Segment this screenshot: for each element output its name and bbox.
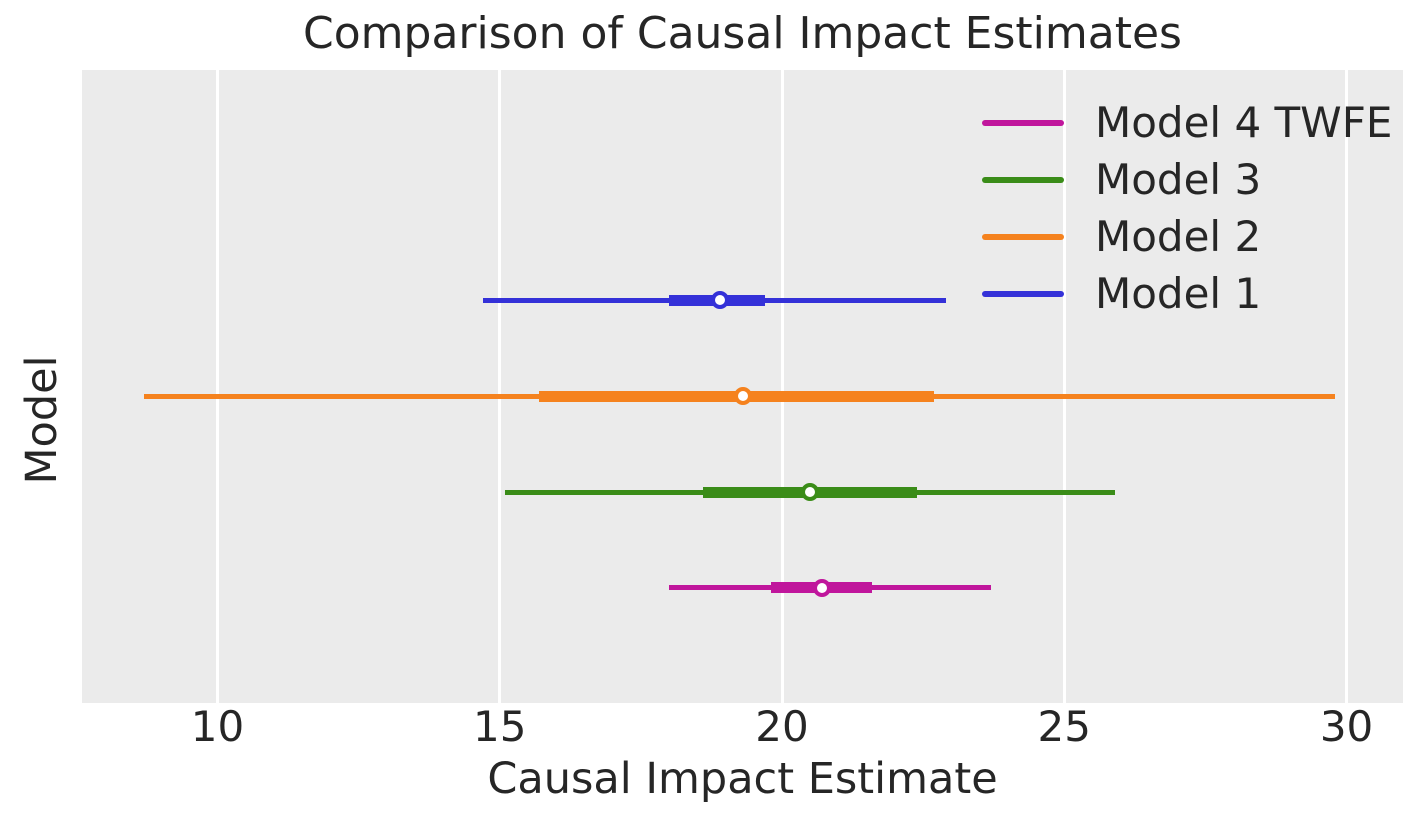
point-estimate-marker-model-4-twfe xyxy=(812,578,831,597)
x-tick-label-30: 30 xyxy=(1319,702,1374,751)
point-estimate-marker-model-1 xyxy=(710,291,729,310)
plot-area xyxy=(82,70,1403,703)
legend-item-model-1: Model 1 xyxy=(982,265,1392,322)
legend-label: Model 2 xyxy=(1095,211,1262,261)
x-gridline-25 xyxy=(1062,70,1066,703)
legend-item-model-3: Model 3 xyxy=(982,151,1392,208)
point-estimate-marker-model-3 xyxy=(801,483,820,501)
legend-item-model-4-twfe: Model 4 TWFE xyxy=(982,94,1392,151)
legend-line-swatch xyxy=(982,176,1064,183)
point-estimate-marker-model-2 xyxy=(733,387,752,406)
x-gridline-20 xyxy=(780,70,784,703)
legend-line-swatch xyxy=(982,119,1064,126)
x-tick-label-15: 15 xyxy=(473,702,527,751)
x-gridline-10 xyxy=(215,70,219,703)
legend-line-swatch xyxy=(982,233,1064,240)
x-axis-label: Causal Impact Estimate xyxy=(487,754,998,804)
x-tick-label-25: 25 xyxy=(1037,702,1092,751)
legend-label: Model 3 xyxy=(1095,154,1262,204)
legend-label: Model 4 TWFE xyxy=(1095,97,1393,147)
legend: Model 4 TWFE Model 3 Model 2 Model 1 xyxy=(982,94,1392,322)
x-gridline-15 xyxy=(498,70,502,703)
y-axis-label: Model xyxy=(17,355,67,485)
x-tick-label-10: 10 xyxy=(190,702,245,751)
x-tick-label-20: 20 xyxy=(755,702,809,751)
legend-item-model-2: Model 2 xyxy=(982,208,1392,265)
chart-title: Comparison of Causal Impact Estimates xyxy=(303,8,1182,59)
x-gridline-30 xyxy=(1345,70,1349,703)
legend-label: Model 1 xyxy=(1095,268,1262,318)
legend-line-swatch xyxy=(982,290,1064,297)
